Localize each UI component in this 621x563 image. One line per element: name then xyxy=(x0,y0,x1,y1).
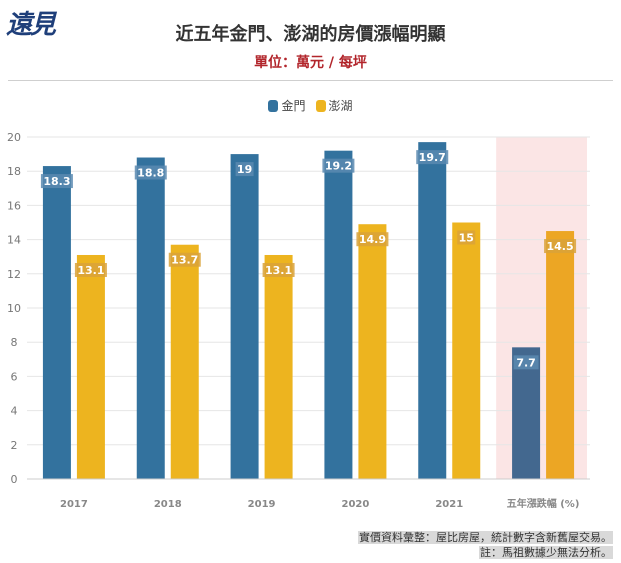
footnote-source: 實價資料彙整：屋比房屋，統計數字含新舊屋交易。 xyxy=(358,531,613,544)
legend-swatch-penghu xyxy=(315,99,326,112)
legend-item-penghu[interactable]: 澎湖 xyxy=(315,97,353,114)
data-label: 14.5 xyxy=(547,240,574,253)
brand-logo: 遠見 xyxy=(6,10,56,40)
bar-kinmen xyxy=(418,142,447,479)
data-label: 18.8 xyxy=(137,167,164,180)
y-tick-label: 4 xyxy=(11,405,18,418)
bar-penghu xyxy=(170,244,199,479)
bar-kinmen xyxy=(136,157,165,479)
data-label-bg xyxy=(262,262,295,277)
data-label-bg xyxy=(544,239,577,254)
y-tick-label: 0 xyxy=(11,473,18,486)
data-label-bg xyxy=(457,230,476,245)
chart-subtitle: 單位：萬元 / 每坪 xyxy=(254,55,367,71)
header-divider xyxy=(8,80,613,81)
y-tick-label: 2 xyxy=(11,439,18,452)
data-label-bg xyxy=(134,165,167,180)
bar-penghu xyxy=(452,222,481,479)
data-label-bg xyxy=(235,162,254,177)
y-tick-label: 14 xyxy=(7,234,21,247)
bar-penghu xyxy=(76,254,105,479)
data-label-bg xyxy=(356,232,389,247)
y-tick-label: 20 xyxy=(7,131,21,144)
footnote-note: 註：馬祖數據少無法分析。 xyxy=(479,546,613,559)
x-tick-label: 2017 xyxy=(60,499,88,510)
x-tick-label: 2020 xyxy=(341,499,369,510)
data-label: 13.7 xyxy=(171,254,198,267)
x-tick-label: 2021 xyxy=(435,499,463,510)
x-tick-label: 五年漲跌幅 (%) xyxy=(507,497,580,510)
y-tick-label: 8 xyxy=(11,336,18,349)
legend-label-penghu: 澎湖 xyxy=(328,99,353,113)
y-tick-label: 6 xyxy=(11,370,18,383)
data-label-bg xyxy=(168,252,201,267)
bar-kinmen xyxy=(230,154,259,479)
bar-penghu xyxy=(264,254,293,479)
x-tick-label: 2018 xyxy=(154,499,182,510)
data-label-bg xyxy=(416,150,449,165)
bar-chart: 0 2 4 6 8 10 12 14 16 18 20 18.3 13.1 2017 18.8 13.7 201… xyxy=(7,131,590,510)
chart-title: 近五年金門、澎湖的房價漲幅明顯 xyxy=(175,24,446,45)
data-label: 13.1 xyxy=(77,264,104,277)
legend-label-kinmen: 金門 xyxy=(281,99,306,113)
legend-item-kinmen[interactable]: 金門 xyxy=(268,97,306,114)
y-tick-label: 12 xyxy=(7,268,21,281)
data-label: 13.1 xyxy=(265,264,292,277)
bar-penghu xyxy=(358,224,387,479)
data-label: 18.3 xyxy=(43,175,70,188)
data-label-bg xyxy=(513,355,539,370)
data-label-bg xyxy=(40,174,73,189)
data-label: 7.7 xyxy=(516,356,536,369)
y-tick-label: 10 xyxy=(7,302,21,315)
x-tick-label: 2019 xyxy=(248,499,276,510)
bar-penghu xyxy=(546,231,575,479)
chart-legend: 金門 澎湖 xyxy=(0,97,621,114)
data-label-bg xyxy=(322,158,355,173)
bar-kinmen xyxy=(42,166,71,479)
bar-kinmen xyxy=(324,150,353,479)
footnote: 實價資料彙整：屋比房屋，統計數字含新舊屋交易。 註：馬祖數據少無法分析。 xyxy=(358,530,613,560)
data-label: 15 xyxy=(459,232,474,245)
y-tick-label: 16 xyxy=(7,199,21,212)
y-tick-label: 18 xyxy=(7,165,21,178)
data-label: 19 xyxy=(237,163,252,176)
data-label: 19.2 xyxy=(325,160,352,173)
data-label-bg xyxy=(74,262,107,277)
data-label: 14.9 xyxy=(359,233,386,246)
data-label: 19.7 xyxy=(419,151,446,164)
legend-swatch-kinmen xyxy=(268,99,279,112)
